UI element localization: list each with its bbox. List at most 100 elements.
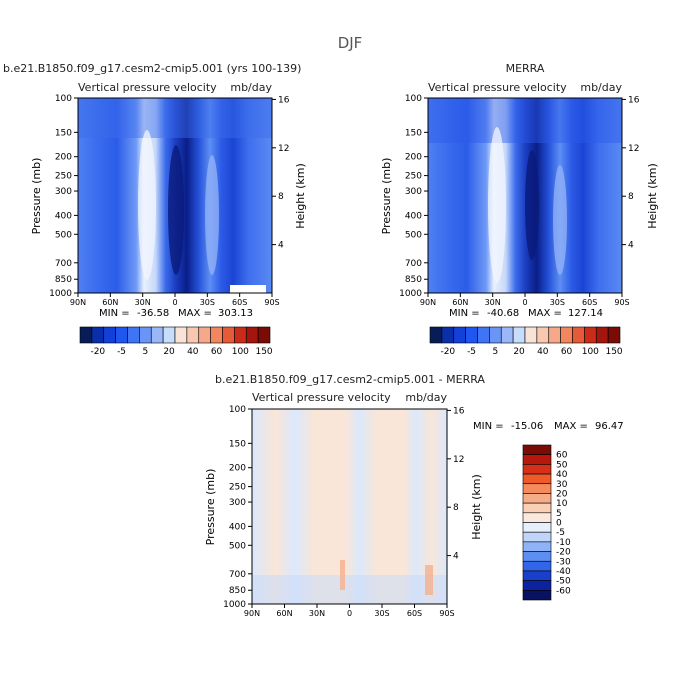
panel-diff-colorbar-label: 50 — [556, 460, 568, 470]
panel-model-ytick-label: 500 — [55, 230, 72, 240]
panel-obs-xtick-label: 30N — [485, 298, 501, 307]
panel-obs-colorbar-swatch — [477, 326, 490, 344]
panel-obs-stats: MIN = -40.68 MAX = 127.14 — [449, 308, 603, 319]
panel-diff-colorbar-label: 20 — [556, 489, 568, 499]
panel-model-xtick-label: 90S — [264, 298, 279, 307]
panel-diff-ytick-label: 300 — [229, 498, 246, 508]
panel-diff-xtick-label: 30N — [309, 609, 325, 618]
panel-obs-colorbar-swatch — [607, 326, 621, 344]
panel-diff-height-tick-label: 12 — [453, 455, 464, 465]
panel-obs-colorbar-swatch — [572, 326, 585, 344]
panel-obs-ytick-label: 850 — [405, 275, 422, 285]
panel-obs-colorbar-swatch — [453, 326, 466, 344]
panel-diff-colorbar-swatch — [522, 483, 552, 494]
panel-obs-colorbar-swatch — [595, 326, 609, 344]
panel-obs-colorbar-swatch — [465, 326, 478, 344]
panel-obs-ytick-label: 500 — [405, 230, 422, 240]
panel-diff-colorbar-swatch — [522, 541, 552, 552]
panel-model-height-tick-label: 16 — [278, 95, 290, 105]
panel-diff-colorbar-label: 40 — [556, 470, 568, 480]
panel-obs-subsidence-sh — [553, 165, 567, 275]
panel-diff-ytick-label: 200 — [229, 464, 246, 474]
panel-diff-ytick-label: 700 — [229, 570, 246, 580]
panel-model-colorbar-label: 40 — [187, 347, 199, 357]
panel-diff-ytick-label: 100 — [229, 405, 246, 415]
panel-obs-colorbar-swatch — [524, 326, 538, 344]
panel-obs-min-value: -40.68 — [487, 308, 519, 319]
panel-obs: MERRA Vertical pressure velocity mb/day … — [380, 62, 659, 357]
panel-model-xtick-label: 0 — [172, 298, 177, 307]
panel-diff-xtick-label: 60S — [407, 609, 422, 618]
panel-model-colorbar-label: -20 — [90, 347, 105, 357]
panel-model-colorbar-swatch — [198, 326, 211, 344]
panel-diff-height-tick-label: 16 — [453, 406, 465, 416]
panel-obs-colorbar-label: -20 — [440, 347, 455, 357]
panel-obs-colorbar-label: -5 — [467, 347, 476, 357]
panel-model-colorbar-swatch — [115, 326, 128, 344]
panel-model-height-tick-label: 8 — [278, 192, 284, 202]
panel-model-missing — [230, 285, 266, 293]
panel-diff-colorbar-swatch — [522, 493, 552, 504]
panel-obs-colorbar-swatch — [500, 326, 514, 344]
panel-model-ytick-label: 400 — [55, 211, 72, 221]
panel-diff-spot-b — [425, 565, 433, 595]
panel-model-ytick-label: 150 — [55, 128, 72, 138]
panel-model-ytick-label: 200 — [55, 153, 72, 163]
panel-diff: b.e21.B1850.f09_g17.cesm2-cmip5.001 - ME… — [204, 373, 624, 618]
panel-model-subsidence-nh — [138, 130, 156, 280]
panel-obs-colorbar-swatch — [429, 326, 443, 344]
panel-model-colorbar-label: -5 — [117, 347, 126, 357]
panel-model-colorbar-swatch — [162, 326, 176, 344]
panel-model-ylabel-right: Height (km) — [294, 163, 307, 229]
panel-model-subtitle: Vertical pressure velocity — [78, 81, 217, 94]
panel-obs-ytick-label: 200 — [405, 153, 422, 163]
panel-model-colorbar-swatch — [103, 326, 116, 344]
panel-diff-colorbar-swatch — [522, 473, 552, 485]
panel-model-units: mb/day — [230, 81, 272, 94]
panel-model-ytick-label: 100 — [55, 94, 72, 104]
panel-diff-colorbar-swatch — [522, 590, 552, 601]
panel-model-max-label: MAX = — [178, 308, 212, 319]
panel-diff-xtick-label: 90S — [439, 609, 454, 618]
panel-diff-colorbar-label: -50 — [556, 577, 571, 587]
panel-model-colorbar-label: 150 — [255, 347, 272, 357]
panel-model-colorbar-label: 20 — [163, 347, 175, 357]
panel-model-subsidence-sh — [205, 155, 219, 275]
panel-diff-colorbar-swatch — [522, 560, 552, 572]
panel-model-colorbar-swatch — [150, 326, 164, 344]
panel-diff-height-tick-label: 4 — [453, 552, 459, 562]
panel-obs-xtick-label: 0 — [522, 298, 527, 307]
panel-obs-field — [428, 98, 622, 293]
panel-diff-xtick-label: 90N — [244, 609, 260, 618]
panel-diff-colorbar-swatch — [522, 551, 552, 562]
panel-obs-colorbar-label: 40 — [537, 347, 549, 357]
panel-obs-ytick-label: 150 — [405, 128, 422, 138]
panel-model-max-value: 303.13 — [218, 308, 253, 319]
panel-model-colorbar-label: 60 — [211, 347, 223, 357]
panel-diff-ytick-label: 150 — [229, 439, 246, 449]
panel-obs-xtick-label: 90S — [614, 298, 629, 307]
panel-model-ytick-label: 1000 — [49, 289, 72, 299]
panel-diff-ylabel: Pressure (mb) — [204, 469, 217, 546]
panel-model-min-label: MIN = — [99, 308, 130, 319]
panel-model-xtick-label: 90N — [70, 298, 86, 307]
panel-model-height-tick-label: 4 — [278, 241, 284, 251]
panel-model-height-tick-label: 12 — [278, 144, 289, 154]
panel-obs-colorbar-label: 5 — [492, 347, 498, 357]
panel-obs-units: mb/day — [580, 81, 622, 94]
panel-obs-ylabel: Pressure (mb) — [380, 158, 393, 235]
panel-diff-colorbar-label: 0 — [556, 519, 562, 529]
panel-obs-ylabel-right: Height (km) — [646, 163, 659, 229]
panel-diff-colorbar-swatch — [522, 454, 552, 465]
panel-diff-colorbar-label: -20 — [556, 548, 571, 558]
panel-model-colorbar-label: 5 — [142, 347, 148, 357]
panel-obs-colorbar-swatch — [584, 326, 597, 344]
panel-model-colorbar-swatch — [234, 326, 247, 344]
panel-diff-colorbar-swatch — [522, 512, 552, 523]
panel-model-xtick-label: 30N — [135, 298, 151, 307]
panel-obs-colorbar-label: 60 — [561, 347, 573, 357]
panel-diff-colorbar-label: -40 — [556, 567, 571, 577]
panel-diff-xtick-label: 30S — [374, 609, 389, 618]
panel-model-ytick-label: 850 — [55, 275, 72, 285]
panel-obs-max-label: MAX = — [528, 308, 562, 319]
